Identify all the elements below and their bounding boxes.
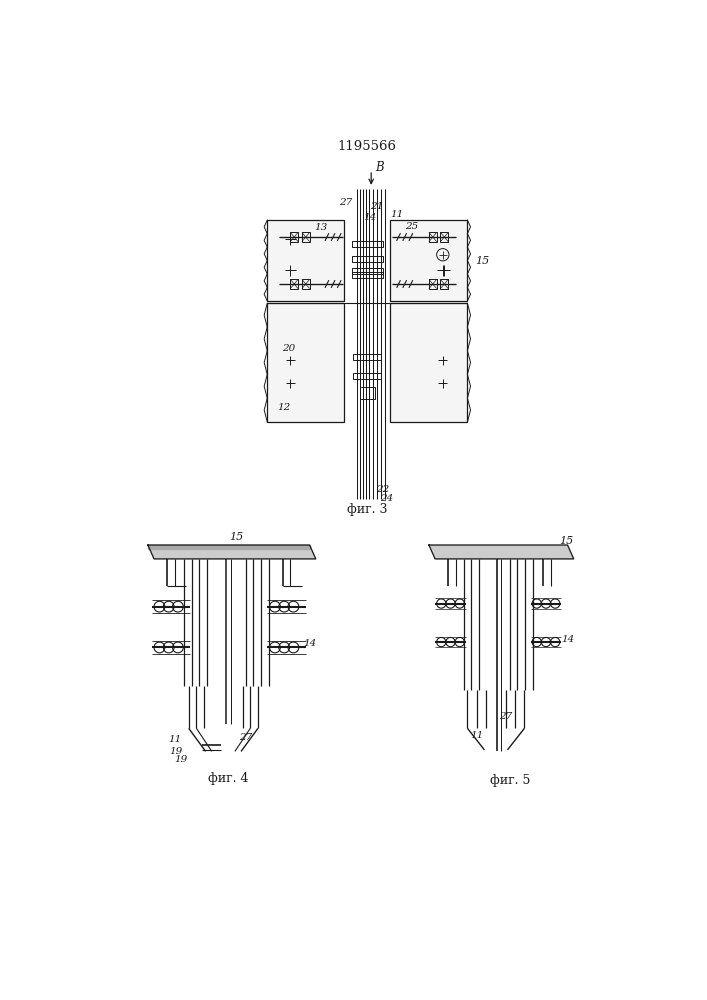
Text: 27: 27 <box>339 198 352 207</box>
Polygon shape <box>429 545 573 559</box>
Text: 13: 13 <box>315 223 328 232</box>
Bar <box>352 241 382 247</box>
Bar <box>440 232 448 242</box>
Bar <box>360 387 375 399</box>
Bar <box>440 279 448 289</box>
Bar <box>352 268 382 274</box>
Text: 15: 15 <box>229 532 244 542</box>
Text: 27: 27 <box>239 733 252 742</box>
Text: 19: 19 <box>175 755 187 764</box>
Bar <box>291 279 298 289</box>
Text: 15: 15 <box>559 536 573 546</box>
Text: 25: 25 <box>405 222 419 231</box>
Bar <box>429 279 437 289</box>
Text: 12: 12 <box>278 403 291 412</box>
Text: фиг. 4: фиг. 4 <box>209 772 249 785</box>
Text: 11: 11 <box>168 735 182 744</box>
Polygon shape <box>148 545 316 559</box>
Text: 22: 22 <box>376 485 390 494</box>
Text: 11: 11 <box>390 210 403 219</box>
Text: 14: 14 <box>561 635 574 644</box>
Text: 19: 19 <box>170 747 183 756</box>
Bar <box>267 220 344 301</box>
Text: 11: 11 <box>470 732 484 740</box>
Bar <box>354 373 381 379</box>
Text: B: B <box>375 161 384 174</box>
Bar <box>302 279 310 289</box>
Bar <box>429 232 437 242</box>
Text: 15: 15 <box>476 256 490 266</box>
Bar <box>390 220 467 301</box>
Bar <box>352 272 382 278</box>
Bar <box>352 256 382 262</box>
Text: фиг. 3: фиг. 3 <box>347 503 387 516</box>
Bar <box>354 354 381 360</box>
Text: 21: 21 <box>370 202 383 211</box>
Bar <box>302 232 310 242</box>
Polygon shape <box>148 545 310 549</box>
Text: фиг. 5: фиг. 5 <box>490 774 530 787</box>
Bar <box>291 232 298 242</box>
Text: 14: 14 <box>303 639 316 648</box>
Text: 24: 24 <box>380 494 393 503</box>
Bar <box>267 303 344 422</box>
Text: 14: 14 <box>363 213 376 222</box>
Text: 27: 27 <box>499 712 513 721</box>
Bar <box>390 303 467 422</box>
Text: 20: 20 <box>282 344 296 353</box>
Text: 1195566: 1195566 <box>338 140 397 153</box>
